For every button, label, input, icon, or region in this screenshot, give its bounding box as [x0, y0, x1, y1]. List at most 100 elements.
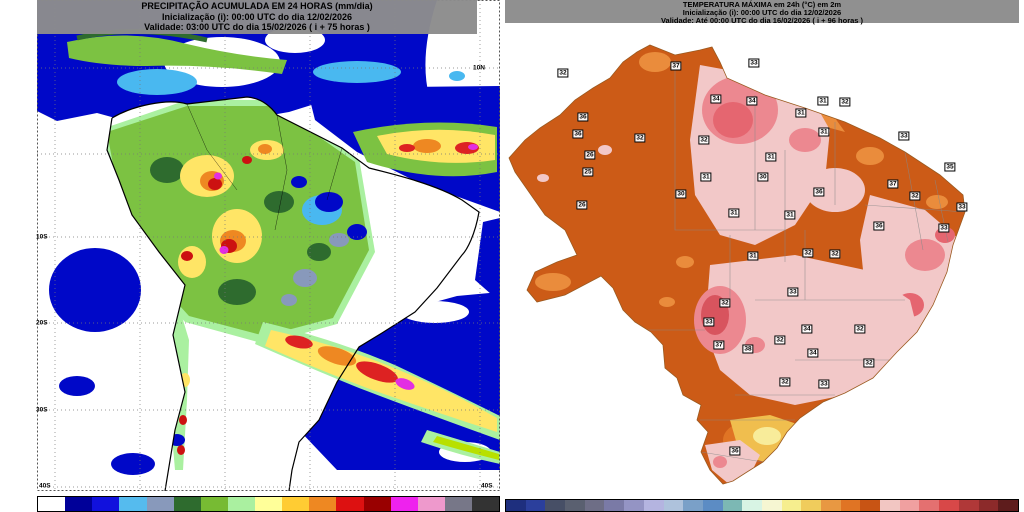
temperature-label: 36: [729, 446, 741, 456]
colorbar-segment: [663, 500, 684, 511]
temperature-label: 31: [700, 172, 712, 182]
temperature-label: 32: [839, 97, 851, 107]
left-title-line2: Inicialização (i): 00:00 UTC do dia 12/0…: [161, 11, 353, 22]
temperature-label: 33: [898, 131, 910, 141]
temperature-label: 26: [576, 200, 588, 210]
temperature-label: 34: [807, 348, 819, 358]
temperature-colorbar: [505, 499, 1019, 512]
temperature-map-panel: TEMPERATURA MÁXIMA em 24h (°C) em 2m Ini…: [505, 0, 1019, 512]
temperature-label: 33: [748, 58, 760, 68]
colorbar-segment: [363, 497, 391, 511]
colorbar-segment: [958, 500, 979, 511]
left-map-title: PRECIPITAÇÃO ACUMULADA EM 24 HORAS (mm/d…: [37, 0, 477, 34]
colorbar-segment: [146, 497, 174, 511]
colorbar-segment: [624, 500, 644, 511]
temperature-label: 31: [765, 152, 777, 162]
temperature-label: 32: [854, 324, 866, 334]
colorbar-segment: [506, 500, 526, 511]
temperature-label: 33: [787, 287, 799, 297]
colorbar-segment: [336, 497, 364, 511]
temperature-label: 31: [728, 208, 740, 218]
temperature-label: 31: [795, 108, 807, 118]
colorbar-segment: [545, 500, 566, 511]
colorbar-segment: [604, 500, 625, 511]
colorbar-segment: [978, 500, 999, 511]
temperature-label: 31: [818, 127, 830, 137]
temperature-label: 33: [956, 202, 968, 212]
axis-label: 40S: [39, 482, 51, 490]
colorbar-segment: [781, 500, 802, 511]
colorbar-segment: [742, 500, 762, 511]
colorbar-segment: [390, 497, 418, 511]
temperature-label: 34: [710, 94, 722, 104]
temperature-label: 31: [747, 251, 759, 261]
temperature-label: 34: [746, 96, 758, 106]
temperature-label: 36: [577, 112, 589, 122]
temperature-label: 26: [584, 150, 596, 160]
axis-label: 30S: [36, 406, 48, 414]
left-title-line3: Validade: 03:00 UTC do dia 15/02/2026 ( …: [144, 22, 370, 32]
colorbar-segment: [801, 500, 821, 511]
colorbar-segment: [683, 500, 703, 511]
colorbar-segment: [92, 497, 120, 511]
temperature-label: 30: [757, 172, 769, 182]
colorbar-segment: [840, 500, 861, 511]
colorbar-segment: [65, 497, 93, 511]
right-title-line2: Inicialização (i): 00:00 UTC do dia 12/0…: [682, 7, 842, 17]
colorbar-segment: [702, 500, 723, 511]
axis-label: 40S: [481, 482, 493, 490]
colorbar-segment: [417, 497, 445, 511]
precipitation-colorbar: [37, 496, 500, 512]
temperature-label: 36: [572, 129, 584, 139]
colorbar-segment: [919, 500, 940, 511]
axis-label: 10S: [36, 233, 48, 241]
temperature-label: 33: [703, 317, 715, 327]
temperature-label: 32: [557, 68, 569, 78]
temperature-label: 32: [863, 358, 875, 368]
colorbar-segment: [472, 497, 500, 511]
colorbar-segment: [38, 497, 66, 511]
temperature-label: 37: [670, 61, 682, 71]
colorbar-segment: [998, 500, 1018, 511]
right-map-title: TEMPERATURA MÁXIMA em 24h (°C) em 2m Ini…: [505, 0, 1019, 25]
colorbar-segment: [200, 497, 228, 511]
left-title-line1: PRECIPITAÇÃO ACUMULADA EM 24 HORAS (mm/d…: [141, 1, 373, 11]
colorbar-segment: [309, 497, 337, 511]
colorbar-segment: [821, 500, 841, 511]
right-title-line1: TEMPERATURA MÁXIMA em 24h (°C) em 2m: [682, 0, 842, 9]
temperature-label: 37: [713, 340, 725, 350]
temperature-label: 32: [634, 133, 646, 143]
colorbar-segment: [119, 497, 147, 511]
colorbar-segment: [584, 500, 605, 511]
temperature-label: 32: [909, 191, 921, 201]
axis-label: 10N: [473, 64, 485, 72]
axis-label: 20S: [36, 319, 48, 327]
colorbar-segment: [860, 500, 881, 511]
colorbar-segment: [444, 497, 472, 511]
temperature-label: 32: [802, 248, 814, 258]
temperature-label: 35: [944, 162, 956, 172]
colorbar-segment: [255, 497, 283, 511]
temperature-label: 30: [675, 189, 687, 199]
precipitation-map-graphic: [37, 0, 500, 491]
colorbar-segment: [173, 497, 201, 511]
temperature-label: 32: [719, 298, 731, 308]
temperature-label: 25: [582, 167, 594, 177]
temperature-label: 36: [813, 187, 825, 197]
temperature-label: 32: [829, 249, 841, 259]
temperature-label: 32: [774, 335, 786, 345]
colorbar-segment: [525, 500, 546, 511]
temperature-label: 34: [801, 324, 813, 334]
colorbar-segment: [643, 500, 664, 511]
temperature-label: 33: [818, 379, 830, 389]
precipitation-map-panel: PRECIPITAÇÃO ACUMULADA EM 24 HORAS (mm/d…: [36, 0, 500, 512]
temperature-label: 37: [887, 179, 899, 189]
right-title-line3: Validade: Até 00:00 UTC do dia 16/02/202…: [660, 15, 864, 25]
temperature-label: 38: [742, 344, 754, 354]
temperature-label: 31: [784, 210, 796, 220]
colorbar-segment: [761, 500, 782, 511]
temperature-label: 32: [779, 377, 791, 387]
colorbar-segment: [880, 500, 900, 511]
temperature-map-graphic: [505, 0, 1019, 498]
